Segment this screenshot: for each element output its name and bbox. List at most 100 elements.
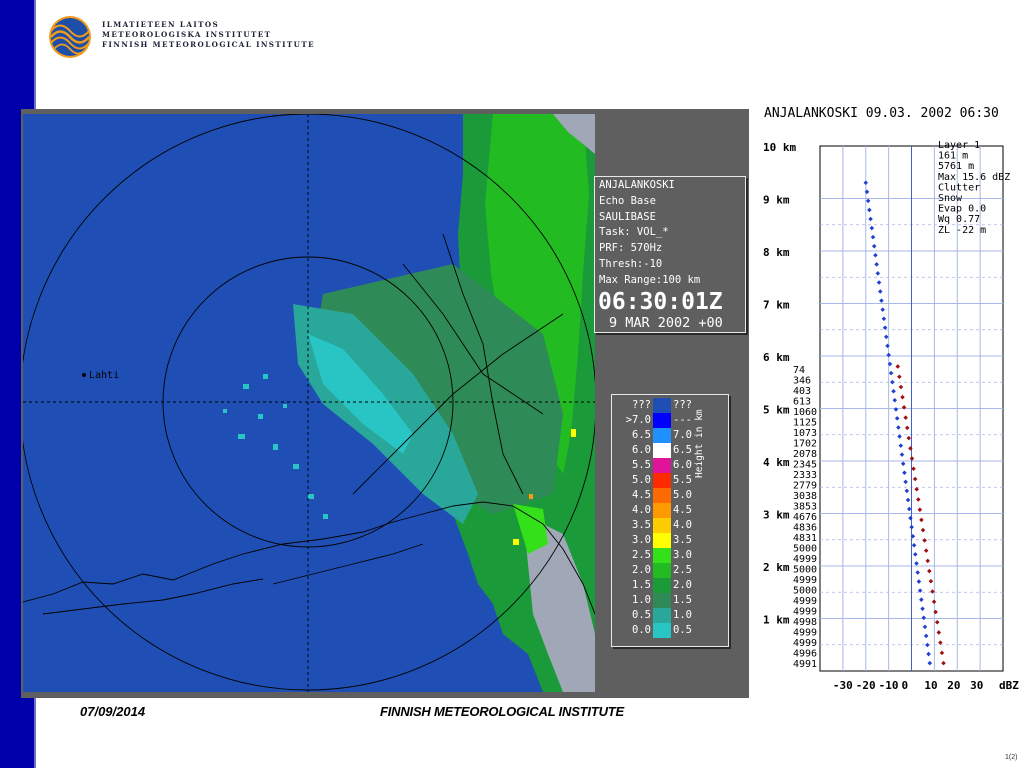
legend-low-value: 6.5 — [632, 429, 651, 441]
sample-count: 1060 — [793, 407, 817, 418]
vertical-profile-chart[interactable]: 1 km 2 km 3 km 4 km 5 km 6 km 7 km 8 km 9 km 10 k… — [760, 128, 1024, 693]
x-axis-label: -30 — [833, 679, 853, 692]
sample-count: 4999 — [793, 607, 817, 618]
legend-swatch — [653, 623, 671, 638]
legend-high-value: 2.5 — [673, 564, 692, 576]
legend-low-value: 3.0 — [632, 534, 651, 546]
sample-count: 4991 — [793, 659, 817, 670]
legend-high-value: 2.0 — [673, 579, 692, 591]
footer-date: 07/09/2014 — [80, 704, 146, 719]
sample-count: 74 — [793, 365, 805, 376]
info-product: Echo Base — [599, 194, 656, 207]
fmi-logo-block: ILMATIETEEN LAITOS METEOROLOGISKA INSTIT… — [46, 14, 346, 60]
clutter-top — [553, 114, 595, 154]
y-axis-label: 6 km — [763, 351, 790, 364]
red-profile-point — [903, 415, 908, 420]
red-profile-point — [898, 384, 904, 390]
layer-info-line: 161 m — [938, 151, 968, 162]
legend-low-value: >7.0 — [625, 414, 651, 426]
info-prf: PRF: 570Hz — [599, 242, 663, 255]
echo-yellow-2 — [513, 539, 519, 545]
legend-swatch — [653, 593, 671, 608]
sample-count: 2078 — [793, 449, 817, 460]
legend-low-value: 2.0 — [632, 564, 651, 576]
legend-low-value: 6.0 — [632, 444, 651, 456]
legend-row: 6.0 6.5 — [612, 443, 712, 458]
blue-profile-point — [922, 624, 928, 630]
sample-count: 4998 — [793, 617, 817, 628]
echo-yellow — [571, 429, 576, 437]
y-axis-label: 3 km — [763, 509, 790, 522]
sample-count: 3038 — [793, 491, 817, 502]
layer-info-line: Max 15.6 dBZ — [938, 172, 1010, 183]
range-rings — [23, 114, 595, 692]
radar-map[interactable]: Lahti — [23, 114, 595, 692]
sample-count: 4999 — [793, 575, 817, 586]
sample-count: 1073 — [793, 428, 817, 439]
footer-org: FINNISH METEOROLOGICAL INSTITUTE — [380, 704, 624, 719]
coastline — [23, 233, 595, 615]
legend-row: 6.5 7.0 — [612, 428, 712, 443]
sample-count: 4999 — [793, 628, 817, 639]
legend-swatch — [653, 503, 671, 518]
info-task: Task: VOL_* — [599, 226, 669, 239]
y-axis-label: 9 km — [763, 194, 790, 207]
legend-swatch — [653, 398, 671, 413]
sample-count: 5000 — [793, 565, 817, 576]
layer-info-line: 5761 m — [938, 161, 974, 172]
red-profile-point — [934, 619, 940, 625]
info-time: 06:30:01Z — [598, 288, 723, 315]
echo-orange — [529, 494, 533, 499]
clutter-bottom — [523, 514, 595, 692]
profile-title: ANJALANKOSKI 09.03. 2002 06:30 — [764, 106, 999, 121]
info-date: 9 MAR 2002 +00 — [609, 314, 723, 331]
legend-low-value: ??? — [632, 399, 651, 411]
y-axis-label: 1 km — [763, 614, 790, 627]
legend-row: >7.0 --- — [612, 413, 712, 428]
legend-swatch — [653, 458, 671, 473]
legend-high-value: 6.0 — [673, 459, 692, 471]
legend-row: ?????? — [612, 398, 712, 413]
x-axis-label: -20 — [856, 679, 876, 692]
height-legend: ?????? >7.0 --- 6.5 7.0 6.0 6.5 5.5 6.0 5.0 5.5 4.5… — [611, 394, 729, 647]
legend-row: 3.5 4.0 — [612, 518, 712, 533]
legend-high-value: 3.5 — [673, 534, 692, 546]
legend-swatch — [653, 563, 671, 578]
page-number: 1(2) — [1005, 754, 1018, 761]
legend-low-value: 2.5 — [632, 549, 651, 561]
legend-row: 1.5 2.0 — [612, 578, 712, 593]
legend-row: 4.0 4.5 — [612, 503, 712, 518]
red-profile-point — [906, 435, 912, 441]
x-axis-label: 10 — [924, 679, 937, 692]
x-axis-label: -10 — [879, 679, 899, 692]
sample-count: 4831 — [793, 533, 817, 544]
legend-high-value: 6.5 — [673, 444, 692, 456]
legend-row: 0.5 1.0 — [612, 608, 712, 623]
sample-count: 4676 — [793, 512, 817, 523]
info-site: ANJALANKOSKI — [599, 179, 675, 191]
layer-info-line: ZL -22 m — [938, 225, 986, 236]
echo-speckles — [223, 374, 328, 519]
legend-high-value: 0.5 — [673, 624, 692, 636]
red-profile-point — [912, 476, 918, 482]
legend-swatch — [653, 518, 671, 533]
legend-row: 0.0 0.5 — [612, 623, 712, 638]
sample-count: 4836 — [793, 523, 817, 534]
sample-count: 5000 — [793, 586, 817, 597]
legend-low-value: 4.0 — [632, 504, 651, 516]
blue-profile-point — [876, 280, 882, 285]
x-axis-label: 30 — [970, 679, 983, 692]
legend-swatch — [653, 413, 671, 428]
city-marker-lahti[interactable]: Lahti — [82, 370, 119, 381]
legend-low-value: 0.0 — [632, 624, 651, 636]
x-axis-label: 0 — [902, 679, 909, 692]
legend-low-value: 3.5 — [632, 519, 651, 531]
echo-region-bright — [513, 504, 548, 554]
sample-count: 4999 — [793, 638, 817, 649]
legend-high-value: 7.0 — [673, 429, 692, 441]
blue-profile-point — [917, 588, 923, 593]
echo-region-lightgreen — [485, 114, 589, 474]
legend-row: 2.0 2.5 — [612, 563, 712, 578]
legend-swatch — [653, 443, 671, 458]
x-axis-label: 20 — [947, 679, 960, 692]
